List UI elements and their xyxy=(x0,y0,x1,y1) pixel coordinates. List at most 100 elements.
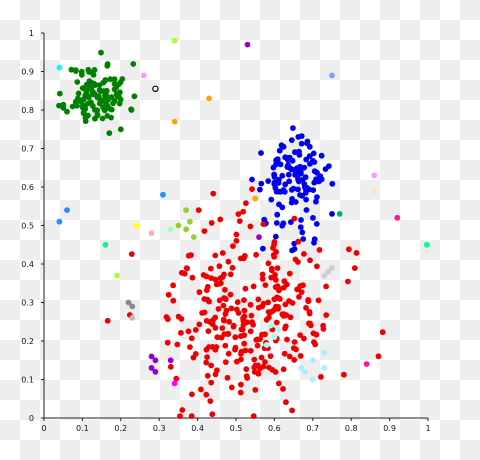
data-point xyxy=(222,286,228,293)
data-point xyxy=(286,178,293,185)
data-point xyxy=(292,256,299,263)
data-point xyxy=(219,250,226,256)
data-point xyxy=(296,294,302,300)
data-point xyxy=(241,332,248,339)
data-point xyxy=(253,251,259,258)
data-point xyxy=(206,95,213,102)
data-point xyxy=(323,283,329,290)
data-point xyxy=(183,265,190,271)
data-point xyxy=(287,314,294,321)
data-point xyxy=(99,115,106,122)
data-point xyxy=(233,231,240,238)
data-point xyxy=(235,310,242,316)
data-point xyxy=(188,252,194,258)
data-point xyxy=(192,327,199,333)
data-point xyxy=(251,356,258,363)
data-point xyxy=(295,238,302,245)
data-point xyxy=(107,76,114,83)
data-point xyxy=(243,366,250,373)
data-point xyxy=(203,391,210,398)
data-point xyxy=(213,281,220,288)
data-point xyxy=(305,297,312,303)
data-point xyxy=(78,68,85,75)
data-point xyxy=(230,323,237,330)
data-point xyxy=(167,363,174,370)
data-point xyxy=(207,265,214,272)
data-point xyxy=(148,353,155,360)
data-point xyxy=(222,359,229,365)
data-point xyxy=(221,331,228,337)
data-point xyxy=(165,291,172,298)
data-point xyxy=(128,107,135,113)
data-point xyxy=(247,223,254,230)
data-point xyxy=(320,326,327,332)
data-point xyxy=(208,362,215,369)
data-point xyxy=(201,228,208,235)
data-point xyxy=(174,341,181,348)
data-point xyxy=(302,368,308,375)
data-point xyxy=(102,241,109,248)
data-point xyxy=(379,329,386,336)
data-point xyxy=(104,113,111,119)
data-point xyxy=(297,353,304,359)
data-point xyxy=(106,130,113,137)
data-point xyxy=(103,96,110,103)
x-tick-label: 0.7 xyxy=(306,424,319,433)
data-point xyxy=(86,82,93,89)
data-point xyxy=(116,100,123,107)
y-tick-label: 0.9 xyxy=(21,68,34,77)
data-point xyxy=(82,115,89,121)
data-point xyxy=(317,173,324,180)
data-point xyxy=(280,386,286,392)
data-point xyxy=(181,270,188,277)
data-point xyxy=(243,200,249,207)
data-point xyxy=(255,370,262,377)
data-point xyxy=(75,90,82,97)
data-point xyxy=(171,118,178,125)
data-point xyxy=(289,196,295,202)
data-point xyxy=(259,331,265,338)
data-point xyxy=(233,237,240,244)
data-point xyxy=(212,346,219,353)
data-point xyxy=(111,76,118,83)
data-point xyxy=(291,215,298,222)
data-point xyxy=(72,68,79,74)
data-point xyxy=(196,321,203,328)
data-point xyxy=(313,176,319,183)
data-point xyxy=(117,89,123,96)
data-point xyxy=(203,346,210,353)
data-point xyxy=(232,334,239,341)
data-point xyxy=(256,234,262,241)
data-point xyxy=(232,344,239,351)
data-point xyxy=(102,77,108,84)
data-point xyxy=(221,295,228,301)
data-point xyxy=(346,246,352,253)
data-point xyxy=(177,413,183,419)
data-point xyxy=(225,350,232,357)
data-point xyxy=(273,249,279,255)
data-point xyxy=(315,297,322,304)
data-point xyxy=(336,211,343,217)
data-point xyxy=(204,372,211,379)
data-point xyxy=(263,342,270,348)
data-point xyxy=(325,268,332,275)
data-point xyxy=(254,342,261,349)
data-point xyxy=(268,274,274,281)
data-point xyxy=(286,298,292,304)
data-point xyxy=(271,179,278,186)
data-point xyxy=(92,107,98,113)
data-point xyxy=(130,61,137,67)
data-point xyxy=(303,196,309,203)
data-point xyxy=(74,79,81,85)
data-point xyxy=(244,375,251,381)
data-point xyxy=(329,72,335,79)
data-point xyxy=(260,245,266,252)
data-point xyxy=(234,299,241,306)
data-point xyxy=(219,325,226,331)
data-point xyxy=(185,328,192,335)
data-point xyxy=(89,69,96,76)
data-point xyxy=(208,220,215,226)
data-point xyxy=(205,328,212,335)
data-point xyxy=(311,339,317,345)
data-point xyxy=(60,104,67,111)
